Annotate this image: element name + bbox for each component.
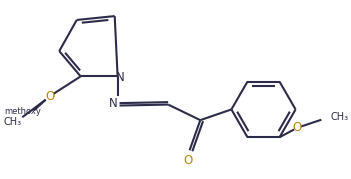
Text: N: N xyxy=(116,71,125,84)
Text: N: N xyxy=(108,97,117,110)
Text: methoxy: methoxy xyxy=(4,107,41,116)
Text: O: O xyxy=(183,154,192,166)
Text: O: O xyxy=(45,90,54,103)
Text: CH₃: CH₃ xyxy=(330,112,348,122)
Text: O: O xyxy=(292,121,302,134)
Text: CH₃: CH₃ xyxy=(4,117,22,127)
